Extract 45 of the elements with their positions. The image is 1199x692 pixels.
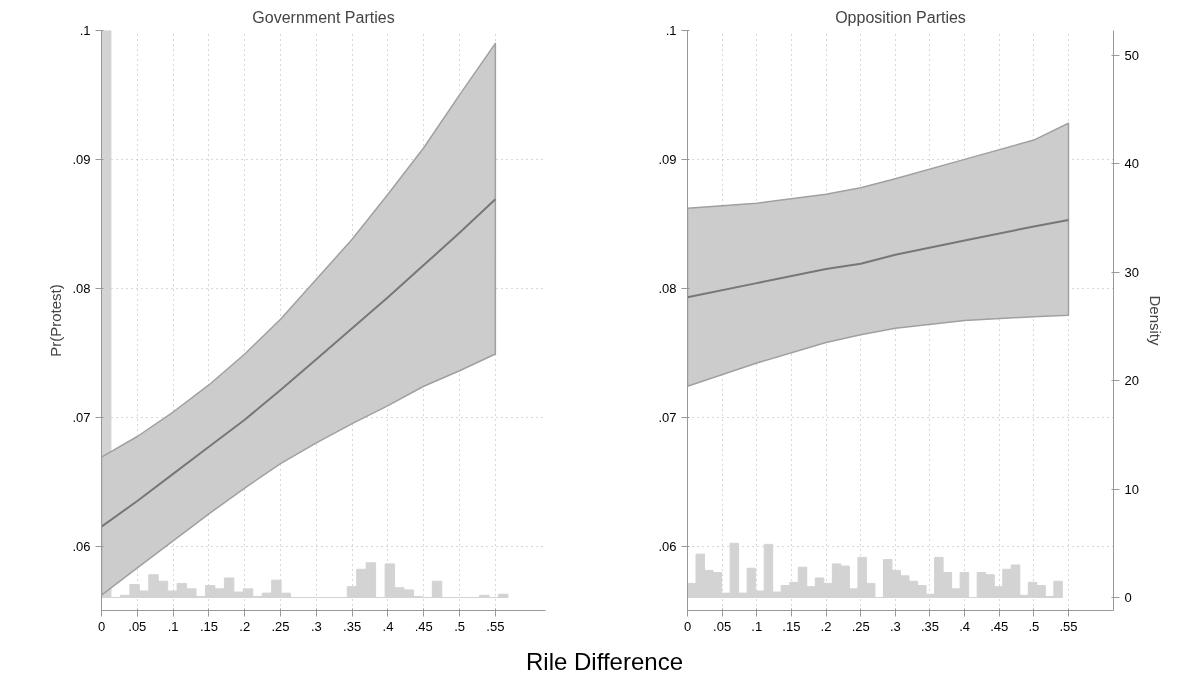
y2-tick-label: 10 (1124, 481, 1139, 497)
x-tick-label: .5 (1028, 618, 1040, 634)
x-tick-label: .45 (414, 618, 433, 634)
x-tick-label: .05 (713, 618, 732, 634)
y-tick-label: .07 (658, 409, 677, 425)
y-tick-label: .1 (665, 23, 677, 38)
y2-axis-title: Density (1146, 295, 1164, 347)
x-tick-label: .4 (382, 618, 394, 634)
x-tick-label: .05 (128, 618, 147, 634)
x-tick-label: .25 (271, 618, 290, 634)
y2-tick-label: 30 (1124, 264, 1139, 280)
y2-tick-label: 50 (1124, 47, 1139, 63)
x-tick-label: .25 (851, 618, 870, 634)
y2-tick-label: 0 (1124, 589, 1132, 605)
x-tick-label: 0 (97, 618, 106, 634)
y2-tick-label: 40 (1124, 156, 1139, 172)
x-tick-label: .55 (1059, 618, 1078, 634)
x-tick-label: 0 (683, 618, 692, 634)
x-tick-label: .35 (920, 618, 939, 634)
x-tick-label: .55 (486, 618, 505, 634)
y-tick-label: .07 (72, 409, 91, 425)
x-axis-title: Rile Difference (526, 647, 683, 677)
x-tick-label: .2 (239, 618, 251, 634)
x-tick-label: .45 (990, 618, 1009, 634)
x-tick-label: .35 (343, 618, 362, 634)
x-tick-label: .15 (782, 618, 801, 634)
y-tick-label: .08 (72, 280, 91, 296)
y-tick-label: .09 (72, 151, 91, 167)
y-tick-label: .08 (658, 280, 677, 296)
x-tick-label: .1 (167, 618, 179, 634)
y-tick-label: .09 (658, 151, 677, 167)
x-tick-label: .1 (751, 618, 763, 634)
y-tick-label: .1 (79, 23, 91, 38)
x-tick-label: .15 (199, 618, 218, 634)
y-axis-title: Pr(Protest) (47, 284, 65, 357)
chart-title: Government Parties (252, 8, 395, 26)
y2-tick-label: 20 (1124, 373, 1139, 389)
x-tick-label: .3 (310, 618, 322, 634)
x-tick-label: .4 (959, 618, 970, 634)
x-tick-label: .5 (454, 618, 465, 634)
y-tick-label: .06 (658, 538, 677, 554)
x-tick-label: .2 (820, 618, 832, 634)
x-tick-label: .3 (889, 618, 901, 634)
y-tick-label: .06 (72, 538, 91, 554)
chart-title: Opposition Parties (835, 8, 966, 26)
